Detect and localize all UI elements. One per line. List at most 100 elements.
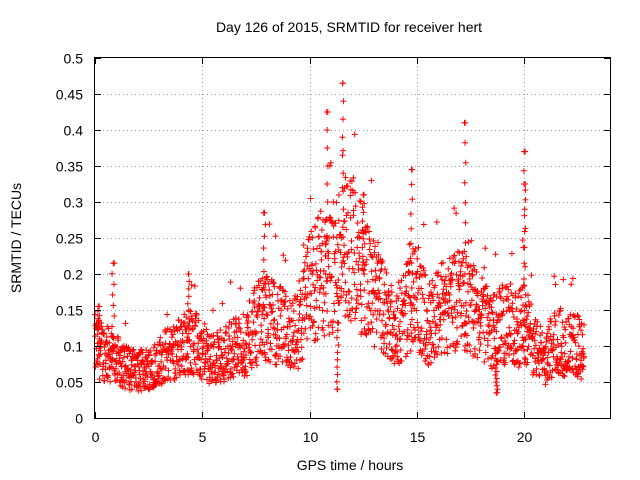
data-point bbox=[136, 383, 143, 390]
data-point bbox=[283, 335, 290, 342]
data-point bbox=[108, 330, 115, 337]
data-point bbox=[274, 291, 281, 298]
data-point bbox=[191, 356, 198, 363]
data-point bbox=[369, 325, 376, 332]
data-point bbox=[226, 336, 233, 343]
data-point bbox=[268, 346, 275, 353]
data-point bbox=[105, 374, 112, 381]
data-point bbox=[272, 233, 279, 240]
data-point bbox=[351, 269, 358, 276]
data-point bbox=[338, 285, 345, 292]
data-point bbox=[332, 279, 339, 286]
data-point bbox=[298, 356, 305, 363]
data-point bbox=[101, 377, 108, 384]
data-point bbox=[225, 350, 232, 357]
data-point bbox=[170, 360, 177, 367]
data-point bbox=[280, 324, 287, 331]
data-point bbox=[363, 331, 370, 338]
data-point bbox=[377, 295, 384, 302]
data-point bbox=[155, 375, 162, 382]
data-point bbox=[336, 299, 343, 306]
data-point bbox=[227, 374, 234, 381]
data-point bbox=[383, 344, 390, 351]
data-point bbox=[270, 301, 277, 308]
data-point bbox=[387, 329, 394, 336]
data-point bbox=[138, 387, 145, 394]
data-point bbox=[259, 275, 266, 282]
data-point bbox=[122, 385, 129, 392]
data-point bbox=[149, 359, 156, 366]
data-point bbox=[290, 347, 297, 354]
data-point bbox=[347, 214, 354, 221]
data-point bbox=[191, 346, 198, 353]
data-point bbox=[168, 334, 175, 341]
data-point bbox=[242, 340, 249, 347]
data-point bbox=[424, 308, 431, 315]
data-point bbox=[181, 367, 188, 374]
data-point bbox=[270, 279, 277, 286]
data-point bbox=[145, 385, 152, 392]
data-point bbox=[351, 131, 358, 138]
data-point bbox=[230, 355, 237, 362]
data-point bbox=[277, 284, 284, 291]
data-point bbox=[310, 246, 317, 253]
data-point bbox=[346, 311, 353, 318]
data-point bbox=[387, 303, 394, 310]
data-point bbox=[253, 354, 260, 361]
data-point bbox=[422, 272, 429, 279]
data-point bbox=[207, 342, 214, 349]
data-point bbox=[412, 245, 419, 252]
data-point bbox=[313, 245, 320, 252]
data-point bbox=[348, 178, 355, 185]
data-point bbox=[271, 325, 278, 332]
data-point bbox=[299, 291, 306, 298]
data-point bbox=[313, 297, 320, 304]
data-point bbox=[235, 316, 242, 323]
data-point bbox=[366, 236, 373, 243]
data-point bbox=[295, 365, 302, 372]
data-point bbox=[195, 317, 202, 324]
data-point bbox=[209, 307, 216, 314]
data-point bbox=[382, 321, 389, 328]
data-point bbox=[354, 219, 361, 226]
data-point bbox=[291, 329, 298, 336]
data-point bbox=[364, 224, 371, 231]
data-point bbox=[264, 312, 271, 319]
data-point bbox=[372, 267, 379, 274]
data-point bbox=[172, 370, 179, 377]
data-point bbox=[178, 323, 185, 330]
data-point bbox=[415, 289, 422, 296]
data-point bbox=[410, 338, 417, 345]
data-point bbox=[313, 267, 320, 274]
data-point bbox=[395, 279, 402, 286]
data-point bbox=[324, 274, 331, 281]
data-point bbox=[221, 376, 228, 383]
data-point bbox=[297, 336, 304, 343]
data-point bbox=[273, 350, 280, 357]
data-point bbox=[355, 266, 362, 273]
data-point bbox=[427, 327, 434, 334]
data-point bbox=[290, 308, 297, 315]
data-point bbox=[274, 320, 281, 327]
data-point bbox=[102, 366, 109, 373]
data-point bbox=[344, 182, 351, 189]
data-point bbox=[328, 273, 335, 280]
data-point bbox=[415, 244, 422, 251]
data-point bbox=[245, 344, 252, 351]
data-point bbox=[280, 252, 287, 259]
data-point bbox=[121, 354, 128, 361]
data-point bbox=[309, 322, 316, 329]
data-point bbox=[188, 365, 195, 372]
data-point bbox=[158, 358, 165, 365]
data-point bbox=[325, 322, 332, 329]
data-point bbox=[428, 359, 435, 366]
data-point bbox=[420, 221, 427, 228]
data-point bbox=[179, 330, 186, 337]
data-point bbox=[356, 197, 363, 204]
data-point bbox=[385, 308, 392, 315]
data-point bbox=[316, 304, 323, 311]
data-point bbox=[308, 290, 315, 297]
data-point bbox=[230, 373, 237, 380]
data-point bbox=[398, 277, 405, 284]
data-point bbox=[301, 259, 308, 266]
